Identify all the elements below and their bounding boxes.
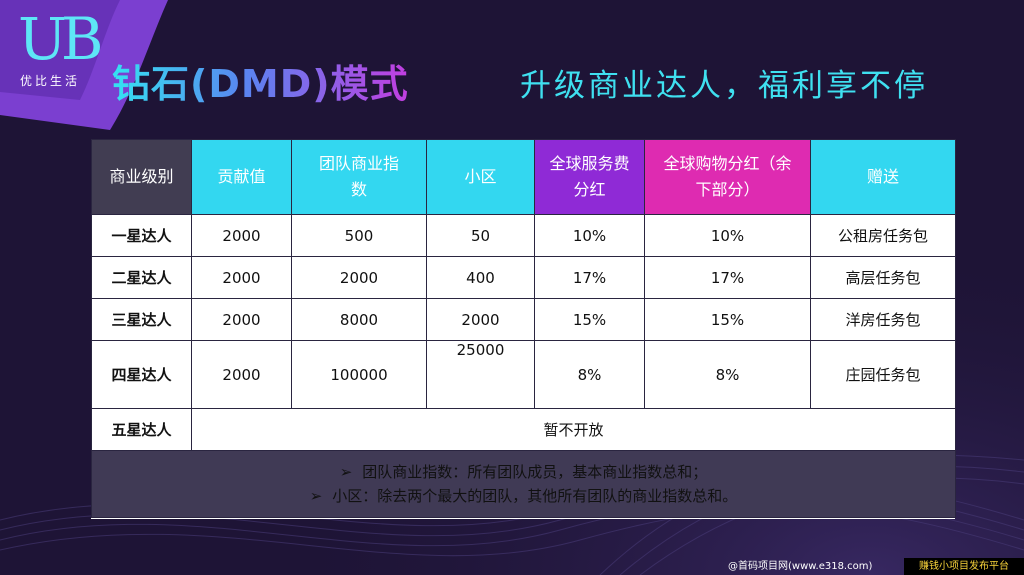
cell-global-shopping: 10% [644,214,811,257]
header-team-index: 团队商业指数 [291,139,427,215]
cell-contribution: 2000 [191,298,292,341]
arrow-bullet-icon: ➢ [339,463,353,481]
cell-global-service: 8% [534,340,645,409]
cell-team-index: 500 [291,214,427,257]
cell-global-service: 10% [534,214,645,257]
cell-small-zone: 400 [426,256,535,299]
cell-gift: 高层任务包 [810,256,956,299]
watermark-right: 赚钱小项目发布平台 [904,558,1024,575]
cell-gift: 洋房任务包 [810,298,956,341]
cell-small-zone: 2000 [426,298,535,341]
cell-small-zone: 50 [426,214,535,257]
logo-background-shape [0,0,168,130]
cell-team-index: 2000 [291,256,427,299]
cell-global-service: 17% [534,256,645,299]
cell-contribution: 2000 [191,256,292,299]
header-global-service: 全球服务费分红 [534,139,645,215]
header-gift: 赠送 [810,139,956,215]
page-subtitle: 升级商业达人，福利享不停 [520,68,928,104]
notes-row: ➢ 团队商业指数：所有团队成员，基本商业指数总和； ➢ 小区：除去两个最大的团队，其… [91,450,956,518]
cell-global-shopping: 17% [644,256,811,299]
watermark-left: @首码项目网(www.e318.com) [728,561,873,572]
header-global-service-text: 全球服务费分红 [549,154,630,199]
cell-status-not-open: 暂不开放 [191,408,956,451]
page-title: 钻石(DMD)模式 [112,58,409,110]
logo-ub: UB [18,5,103,73]
table-row: 三星达人 2000 8000 2000 15% 15% 洋房任务包 [91,298,956,341]
header-contribution: 贡献值 [191,139,292,215]
notes-cell: ➢ 团队商业指数：所有团队成员，基本商业指数总和； ➢ 小区：除去两个最大的团队，其… [91,450,956,518]
cell-level: 一星达人 [91,214,192,257]
cell-global-shopping: 8% [644,340,811,409]
logo-tagline: 优比生活 [20,74,81,88]
cell-gift: 公租房任务包 [810,214,956,257]
arrow-bullet-icon: ➢ [309,487,323,505]
cell-contribution: 2000 [191,340,292,409]
cell-level: 二星达人 [91,256,192,299]
header-global-shopping: 全球购物分红（余下部分） [644,139,811,215]
header-level: 商业级别 [91,139,192,215]
note-text: 团队商业指数：所有团队成员，基本商业指数总和； [362,463,708,481]
cell-global-shopping: 15% [644,298,811,341]
table-row: 一星达人 2000 500 50 10% 10% 公租房任务包 [91,214,956,257]
dmd-table-card: 商业级别 贡献值 团队商业指数 小区 全球服务费分红 全球购物分红（余下部分） … [91,139,956,519]
cell-level: 五星达人 [91,408,192,451]
note-text: 小区：除去两个最大的团队，其他所有团队的商业指数总和。 [332,487,738,505]
cell-team-index: 8000 [291,298,427,341]
table-row: 二星达人 2000 2000 400 17% 17% 高层任务包 [91,256,956,299]
cell-level: 三星达人 [91,298,192,341]
cell-small-zone: 25000 [426,340,535,409]
cell-gift: 庄园任务包 [810,340,956,409]
cell-team-index: 100000 [291,340,427,409]
cell-level: 四星达人 [91,340,192,409]
table-row: 五星达人 暂不开放 [91,408,956,451]
cell-contribution: 2000 [191,214,292,257]
note-item: ➢ 小区：除去两个最大的团队，其他所有团队的商业指数总和。 [92,484,955,508]
cell-global-service: 15% [534,298,645,341]
note-item: ➢ 团队商业指数：所有团队成员，基本商业指数总和； [92,460,955,484]
dmd-level-table: 商业级别 贡献值 团队商业指数 小区 全球服务费分红 全球购物分红（余下部分） … [91,139,956,518]
table-header-row: 商业级别 贡献值 团队商业指数 小区 全球服务费分红 全球购物分红（余下部分） … [91,139,956,215]
header-small-zone: 小区 [426,139,535,215]
header-global-shopping-text: 全球购物分红（余下部分） [663,154,792,199]
header-team-index-text: 团队商业指数 [319,154,400,199]
table-row: 四星达人 2000 100000 25000 8% 8% 庄园任务包 [91,340,956,409]
